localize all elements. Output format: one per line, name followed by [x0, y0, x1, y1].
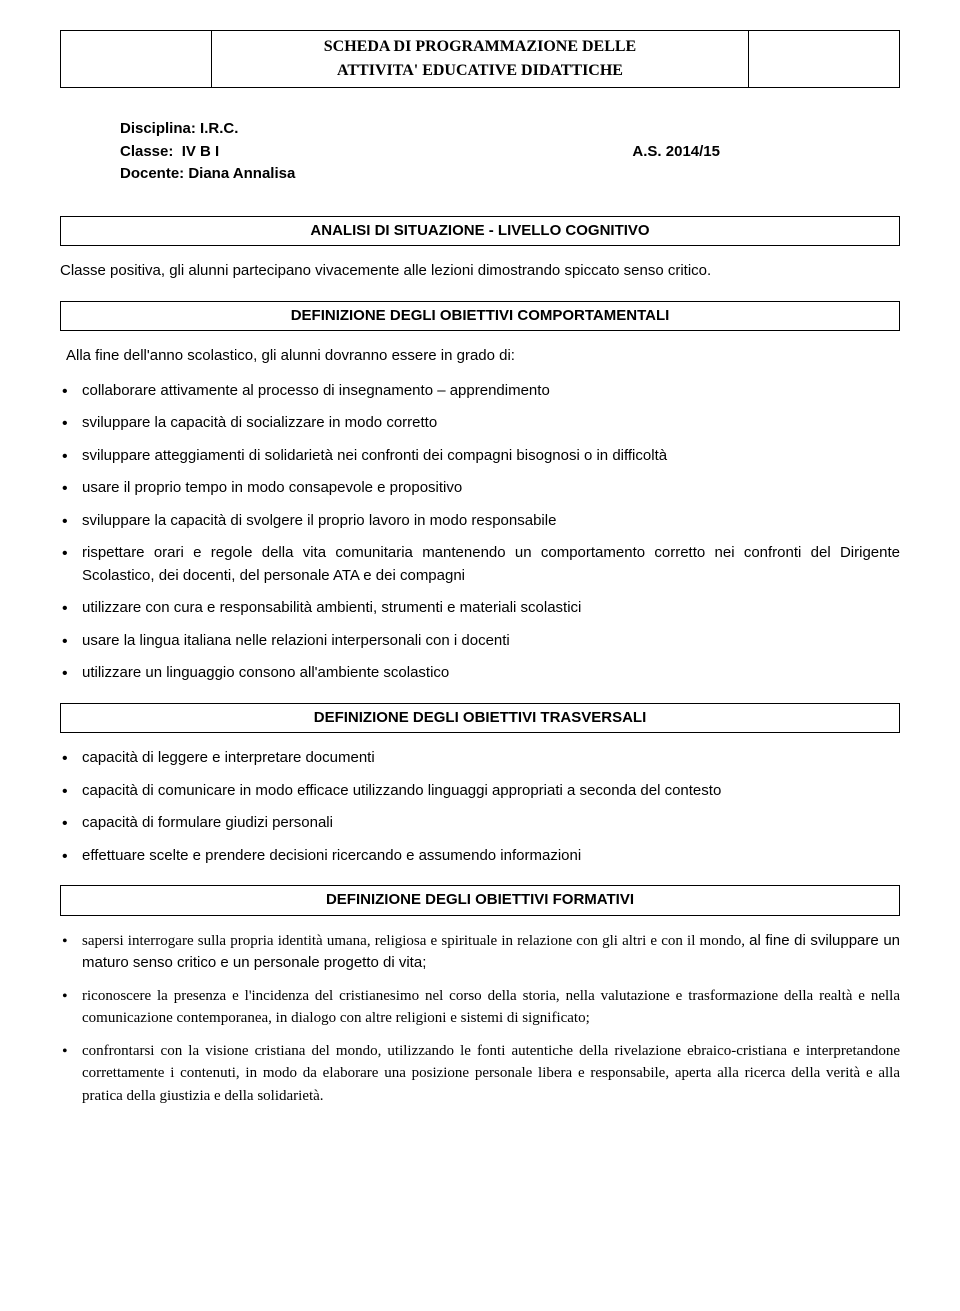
list-item-serif: sapersi interrogare sulla propria identi… [82, 933, 749, 949]
list-item-serif: confrontarsi con la visione cristiana de… [82, 1043, 900, 1104]
header-cell-right [748, 31, 899, 88]
list-item: confrontarsi con la visione cristiana de… [60, 1040, 900, 1108]
list-trasversali: capacità di leggere e interpretare docum… [60, 747, 900, 867]
list-formativi: sapersi interrogare sulla propria identi… [60, 930, 900, 1108]
disciplina-value: I.R.C. [200, 118, 238, 141]
list-item: riconoscere la presenza e l'incidenza de… [60, 985, 900, 1030]
paragraph-cognitivo: Classe positiva, gli alunni partecipano … [60, 260, 900, 283]
header-title-line2: ATTIVITA' EDUCATIVE DIDATTICHE [220, 59, 740, 83]
info-docente: Docente: Diana Annalisa [120, 163, 900, 186]
classe-label: Classe: [120, 143, 178, 160]
disciplina-label: Disciplina: [120, 118, 200, 141]
list-item: capacità di leggere e interpretare docum… [60, 747, 900, 770]
list-item: usare la lingua italiana nelle relazioni… [60, 630, 900, 653]
list-item: effettuare scelte e prendere decisioni r… [60, 845, 900, 868]
info-classe: Classe: IV B I A.S. 2014/15 [120, 141, 720, 164]
header-title-line1: SCHEDA DI PROGRAMMAZIONE DELLE [220, 35, 740, 59]
list-item: rispettare orari e regole della vita com… [60, 542, 900, 587]
list-item: capacità di comunicare in modo efficace … [60, 780, 900, 803]
list-item: capacità di formulare giudizi personali [60, 812, 900, 835]
header-cell-left [61, 31, 212, 88]
section-heading-trasversali: DEFINIZIONE DEGLI OBIETTIVI TRASVERSALI [60, 703, 900, 734]
section-heading-comportamentali: DEFINIZIONE DEGLI OBIETTIVI COMPORTAMENT… [60, 301, 900, 332]
list-item: sviluppare la capacità di socializzare i… [60, 412, 900, 435]
list-item-serif: riconoscere la presenza e l'incidenza de… [82, 988, 900, 1027]
info-block: Disciplina: I.R.C. Classe: IV B I A.S. 2… [120, 118, 900, 186]
anno-label: A.S. [632, 143, 665, 160]
info-disciplina: Disciplina: I.R.C. [120, 118, 900, 141]
list-comportamentali: collaborare attivamente al processo di i… [60, 380, 900, 685]
list-item: collaborare attivamente al processo di i… [60, 380, 900, 403]
header-table: SCHEDA DI PROGRAMMAZIONE DELLE ATTIVITA'… [60, 30, 900, 88]
lead-comportamentali: Alla fine dell'anno scolastico, gli alun… [66, 345, 900, 368]
header-cell-center: SCHEDA DI PROGRAMMAZIONE DELLE ATTIVITA'… [212, 31, 749, 88]
list-item: sviluppare atteggiamenti di solidarietà … [60, 445, 900, 468]
section-heading-cognitivo: ANALISI DI SITUAZIONE - LIVELLO COGNITIV… [60, 216, 900, 247]
anno-value: 2014/15 [666, 143, 720, 160]
list-item: sviluppare la capacità di svolgere il pr… [60, 510, 900, 533]
list-item: usare il proprio tempo in modo consapevo… [60, 477, 900, 500]
list-item: utilizzare un linguaggio consono all'amb… [60, 662, 900, 685]
list-item: utilizzare con cura e responsabilità amb… [60, 597, 900, 620]
list-item: sapersi interrogare sulla propria identi… [60, 930, 900, 975]
classe-value: IV B I [182, 143, 220, 160]
docente-value: Diana Annalisa [188, 163, 295, 186]
section-heading-formativi: DEFINIZIONE DEGLI OBIETTIVI FORMATIVI [60, 885, 900, 916]
docente-label: Docente: [120, 163, 188, 186]
